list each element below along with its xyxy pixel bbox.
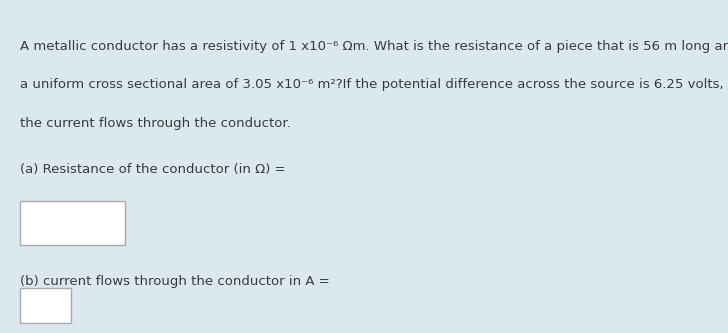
- Text: A metallic conductor has a resistivity of 1 x10⁻⁶ Ωm. What is the resistance of : A metallic conductor has a resistivity o…: [20, 40, 728, 53]
- Bar: [20, 288, 71, 323]
- Text: a uniform cross sectional area of 3.05 x10⁻⁶ m²?If the potential difference acro: a uniform cross sectional area of 3.05 x…: [20, 78, 728, 91]
- Text: (a) Resistance of the conductor (in Ω) =: (a) Resistance of the conductor (in Ω) =: [20, 163, 285, 176]
- Bar: [20, 201, 125, 245]
- Text: (b) current flows through the conductor in A =: (b) current flows through the conductor …: [20, 275, 329, 288]
- Text: the current flows through the conductor.: the current flows through the conductor.: [20, 117, 290, 130]
